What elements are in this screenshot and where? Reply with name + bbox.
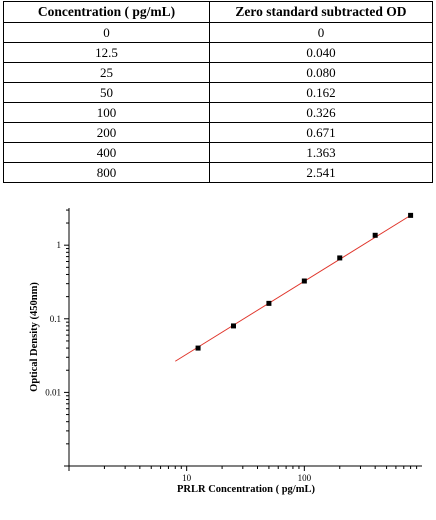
table-header-row: Concentration ( pg/mL) Zero standard sub… xyxy=(3,1,433,23)
data-point xyxy=(337,255,343,261)
table-row: 200 0.671 xyxy=(3,122,433,143)
cell-concentration: 12.5 xyxy=(3,42,210,63)
cell-concentration: 25 xyxy=(3,62,210,83)
column-header-od: Zero standard subtracted OD xyxy=(209,1,433,23)
x-tick-label: 100 xyxy=(298,473,312,483)
y-axis-title: Optical Density (450nm) xyxy=(29,282,40,392)
cell-concentration: 100 xyxy=(3,102,210,123)
cell-od: 0.080 xyxy=(209,62,433,83)
cell-concentration: 400 xyxy=(3,142,210,163)
column-header-concentration: Concentration ( pg/mL) xyxy=(3,1,210,23)
od-standard-curve-chart: 10 100 0.01 0.1 1 PRLR Concentration ( pg/mL… xyxy=(29,208,422,495)
cell-concentration: 800 xyxy=(3,162,210,183)
table-row: 12.5 0.040 xyxy=(3,42,433,63)
cell-concentration: 200 xyxy=(3,122,210,143)
cell-od: 0 xyxy=(209,22,433,43)
table-row: 25 0.080 xyxy=(3,62,433,83)
data-point xyxy=(408,212,414,218)
cell-od: 1.363 xyxy=(209,142,433,163)
fit-line-layer xyxy=(175,214,411,362)
table-row: 100 0.326 xyxy=(3,102,433,123)
fit-line xyxy=(175,214,411,362)
cell-od: 0.040 xyxy=(209,42,433,63)
x-axis-title: PRLR Concentration ( pg/mL) xyxy=(177,484,315,495)
data-point xyxy=(372,232,378,238)
x-tick-label: 10 xyxy=(182,473,192,483)
table-row: 400 1.363 xyxy=(3,142,433,163)
data-point xyxy=(266,300,272,306)
table-row: 50 0.162 xyxy=(3,82,433,103)
y-tick-label: 1 xyxy=(57,240,62,250)
axes-group xyxy=(68,208,422,467)
points-layer xyxy=(195,212,414,351)
cell-od: 0.162 xyxy=(209,82,433,103)
ticks-layer: 10 100 0.01 0.1 1 xyxy=(45,209,418,483)
table-row: 800 2.541 xyxy=(3,162,433,183)
cell-od: 0.671 xyxy=(209,122,433,143)
data-point xyxy=(195,345,201,351)
y-tick-label: 0.01 xyxy=(45,387,61,397)
cell-concentration: 50 xyxy=(3,82,210,103)
cell-od: 2.541 xyxy=(209,162,433,183)
standard-curve-table: Concentration ( pg/mL) Zero standard sub… xyxy=(3,1,433,183)
data-point xyxy=(301,278,307,284)
y-tick-label: 0.1 xyxy=(50,314,61,324)
cell-od: 0.326 xyxy=(209,102,433,123)
data-point xyxy=(230,323,236,329)
cell-concentration: 0 xyxy=(3,22,210,43)
